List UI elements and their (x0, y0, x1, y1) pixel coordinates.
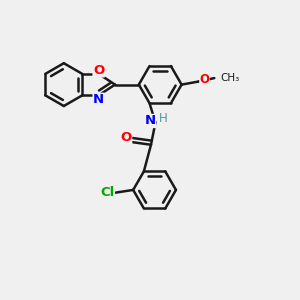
Text: N: N (93, 93, 104, 106)
Text: O: O (120, 131, 132, 144)
Text: H: H (158, 112, 167, 124)
Text: N: N (145, 115, 156, 128)
Text: O: O (93, 64, 104, 77)
Text: Cl: Cl (100, 186, 114, 200)
Text: O: O (200, 73, 209, 86)
Text: CH₃: CH₃ (220, 73, 239, 83)
